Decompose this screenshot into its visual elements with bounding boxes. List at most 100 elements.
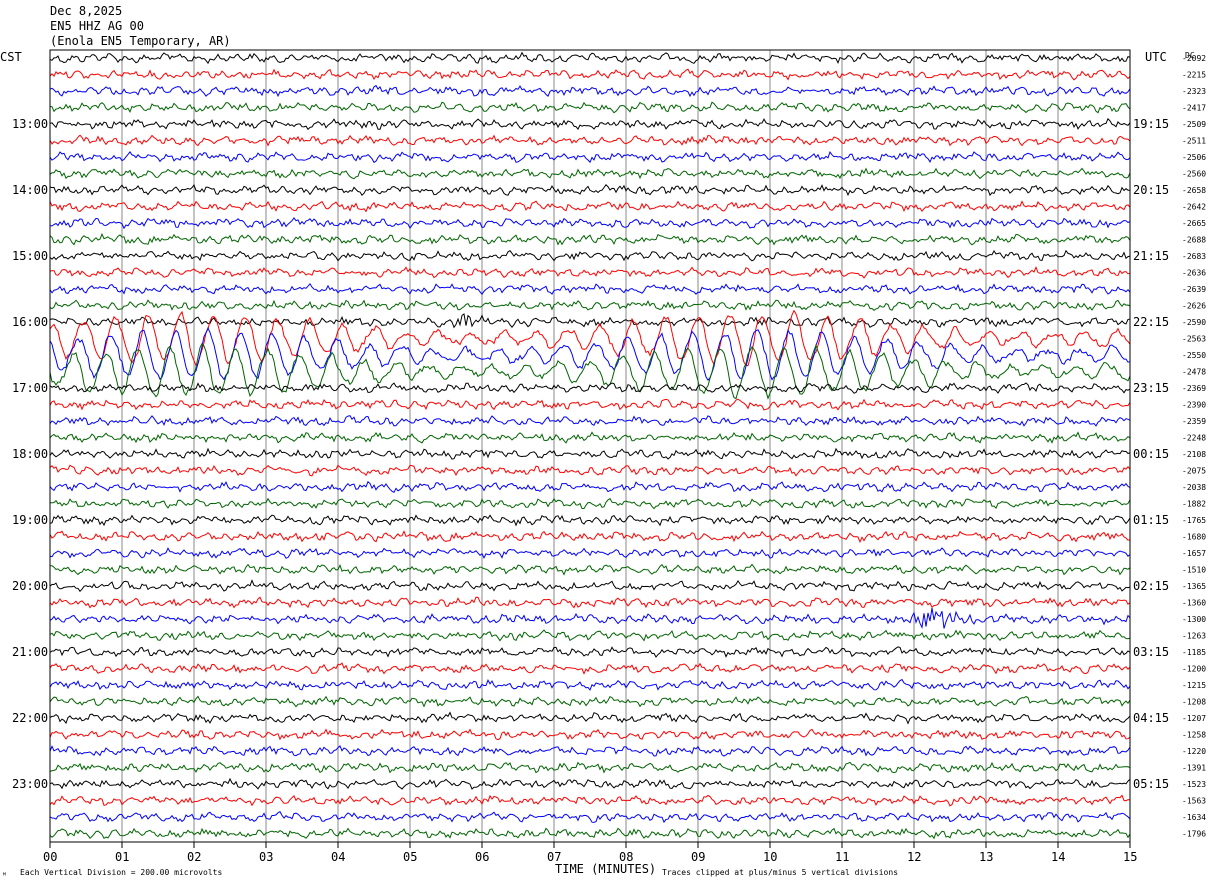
x-tick-label: 05 xyxy=(403,850,417,864)
dc-offset-label: -2665 xyxy=(1182,219,1206,228)
dc-offset-label: -2506 xyxy=(1182,153,1206,162)
dc-offset-label: -2092 xyxy=(1182,54,1206,63)
dc-offset-label: -1882 xyxy=(1182,500,1206,509)
dc-offset-label: -2417 xyxy=(1182,104,1206,113)
trace-line xyxy=(49,117,1131,131)
dc-offset-label: -2683 xyxy=(1182,252,1206,261)
dc-offset-label: -1215 xyxy=(1182,681,1206,690)
trace-line xyxy=(49,183,1131,197)
dc-offset-label: -2688 xyxy=(1182,236,1206,245)
trace-line xyxy=(49,811,1131,824)
trace-line xyxy=(49,777,1131,790)
utc-hour-label: 05:15 xyxy=(1133,777,1169,791)
x-axis-ticks: 00 01 02 03 04 05 06 07 08 09 10 11 12 13 14 15 xyxy=(43,842,1137,864)
trace-line xyxy=(49,607,1131,629)
trace-line xyxy=(49,167,1131,180)
dc-offset-label: -1634 xyxy=(1182,813,1206,822)
x-tick-label: 12 xyxy=(907,850,921,864)
dc-offset-label: -1200 xyxy=(1182,665,1206,674)
x-tick-label: 13 xyxy=(979,850,993,864)
x-tick-label: 00 xyxy=(43,850,57,864)
utc-hour-label: 21:15 xyxy=(1133,249,1169,263)
trace-line xyxy=(49,480,1131,493)
trace-line xyxy=(49,695,1131,708)
trace-line xyxy=(49,415,1131,427)
dc-offset-label: -1258 xyxy=(1182,731,1206,740)
utc-axis-label: UTC xyxy=(1145,50,1167,64)
x-tick-label: 06 xyxy=(475,850,489,864)
trace-line xyxy=(49,217,1131,230)
x-tick-label: 01 xyxy=(115,850,129,864)
cst-axis-label: CST xyxy=(0,50,22,64)
dc-offset-label: -2550 xyxy=(1182,351,1206,360)
trace-line xyxy=(49,313,1131,329)
dc-offset-label: -1360 xyxy=(1182,599,1206,608)
trace-line xyxy=(49,447,1131,460)
dc-offset-label: -2248 xyxy=(1182,434,1206,443)
trace-line xyxy=(49,745,1131,757)
x-tick-label: 04 xyxy=(331,850,345,864)
plot-frame xyxy=(49,49,1131,843)
scale-note: Each Vertical Division = 200.00 microvol… xyxy=(20,868,222,877)
utc-hour-label: 22:15 xyxy=(1133,315,1169,329)
dc-offset-label: -2390 xyxy=(1182,401,1206,410)
trace-line xyxy=(49,761,1131,774)
dc-offset-label: -2359 xyxy=(1182,417,1206,426)
utc-hour-label: 20:15 xyxy=(1133,183,1169,197)
plot-station: (Enola EN5 Temporary, AR) xyxy=(50,34,231,48)
trace-line xyxy=(49,464,1131,477)
plot-date: Dec 8,2025 xyxy=(50,4,123,18)
trace-line xyxy=(49,629,1131,642)
dc-offset-label: -1220 xyxy=(1182,747,1206,756)
dc-corner-label: DC xyxy=(1185,51,1195,60)
trace-line xyxy=(49,662,1131,675)
cst-hour-label: 15:00 xyxy=(12,249,48,263)
dc-offset-label: -1185 xyxy=(1182,648,1206,657)
utc-hour-label: 03:15 xyxy=(1133,645,1169,659)
trace-line xyxy=(49,326,1131,381)
trace-line xyxy=(49,596,1131,609)
trace-line xyxy=(49,827,1131,840)
plot-channel: EN5 HHZ AG 00 xyxy=(50,19,144,33)
dc-offset-label: -2560 xyxy=(1182,170,1206,179)
dc-offset-label: -2369 xyxy=(1182,384,1206,393)
dc-offset-label: -2215 xyxy=(1182,71,1206,80)
dc-offset-label: -2075 xyxy=(1182,467,1206,476)
x-tick-label: 15 xyxy=(1123,850,1137,864)
trace-line xyxy=(49,579,1131,593)
seismic-traces xyxy=(49,51,1131,840)
dc-offset-label: -2038 xyxy=(1182,483,1206,492)
trace-line xyxy=(49,728,1131,741)
dc-offset-label: -1208 xyxy=(1182,698,1206,707)
dc-offset-label: -2658 xyxy=(1182,186,1206,195)
dc-offset-label: -1657 xyxy=(1182,549,1206,558)
dc-offset-label: -1263 xyxy=(1182,632,1206,641)
cst-hour-label: 22:00 xyxy=(12,711,48,725)
trace-line xyxy=(49,134,1131,147)
cst-hour-label: 17:00 xyxy=(12,381,48,395)
trace-line xyxy=(50,563,1131,576)
trace-line xyxy=(49,514,1131,527)
dc-offset-label: -2636 xyxy=(1182,269,1206,278)
dc-offset-label: -2590 xyxy=(1182,318,1206,327)
utc-hour-label: 23:15 xyxy=(1133,381,1169,395)
cst-hour-label: 16:00 xyxy=(12,315,48,329)
utc-hour-label: 01:15 xyxy=(1133,513,1169,527)
dc-offset-label: -1796 xyxy=(1182,830,1206,839)
x-tick-label: 14 xyxy=(1051,850,1065,864)
trace-line xyxy=(49,249,1131,262)
x-axis-title: TIME (MINUTES) xyxy=(555,862,656,876)
trace-line xyxy=(49,51,1131,65)
x-tick-label: 08 xyxy=(619,850,633,864)
cst-hour-label: 13:00 xyxy=(12,117,48,131)
cst-hour-label: 18:00 xyxy=(12,447,48,461)
cst-hour-labels: 13:00 14:00 15:00 16:00 17:00 18:00 19:00 20:00… xyxy=(12,117,48,791)
x-tick-label: 09 xyxy=(691,850,705,864)
trace-line xyxy=(49,497,1131,510)
utc-hour-label: 19:15 xyxy=(1133,117,1169,131)
dc-offset-labels: -2092 -2215 -2323 -2417 -2509 -2511 -2506 -2560… xyxy=(1182,54,1206,839)
dc-offset-label: -2563 xyxy=(1182,335,1206,344)
trace-line xyxy=(49,398,1131,411)
trace-line xyxy=(49,530,1131,544)
